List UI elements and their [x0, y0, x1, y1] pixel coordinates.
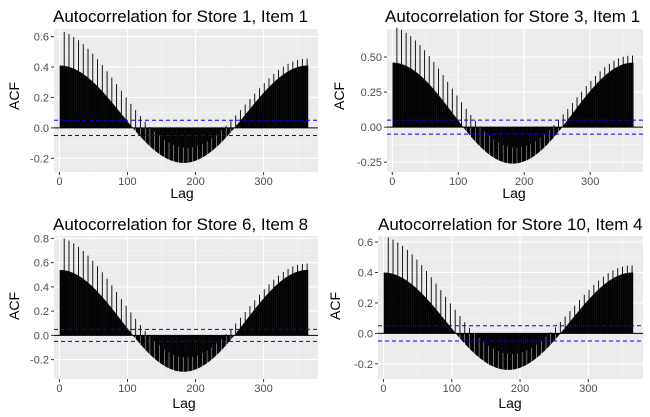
y-tick-label: 0.4	[34, 62, 49, 74]
x-tick-label: 200	[186, 383, 204, 395]
y-tick-label: 0.25	[361, 87, 382, 99]
y-tick-label: 0.8	[34, 233, 49, 245]
plot-area: 0 100 200 300 -0.2 0.0 0.2 0.4 0.6 0.8	[30, 233, 318, 395]
x-tick-label: 100	[118, 383, 136, 395]
y-tick-label: 0.6	[358, 237, 373, 249]
y-tick-label: 0.4	[358, 268, 373, 280]
plot-area: 0 100 200 300 -0.2 0.0 0.2 0.4 0.6	[30, 29, 318, 188]
y-tick-label: -0.25	[357, 157, 382, 169]
chart-title: Autocorrelation for Store 6, Item 8	[53, 215, 308, 234]
x-tick-label: 0	[56, 176, 62, 188]
chart-title: Autocorrelation for Store 3, Item 1	[385, 7, 640, 26]
acf-chart-store-3-item-1: Autocorrelation for Store 3, Item 1 ACF …	[331, 7, 643, 201]
y-axis-title: ACF	[6, 292, 22, 320]
x-tick-label: 300	[579, 383, 597, 395]
x-tick-label: 100	[443, 383, 461, 395]
y-tick-label: 0.6	[34, 258, 49, 270]
x-tick-label: 200	[515, 176, 533, 188]
x-tick-label: 100	[118, 176, 136, 188]
y-axis-title: ACF	[327, 292, 343, 320]
y-tick-label: 0.6	[34, 32, 49, 44]
x-tick-label: 0	[380, 383, 386, 395]
x-tick-label: 200	[511, 383, 529, 395]
chart-title: Autocorrelation for Store 1, Item 1	[53, 7, 308, 26]
y-tick-label: 0.00	[361, 122, 382, 134]
x-axis-title: Lag	[170, 185, 193, 201]
x-tick-label: 300	[581, 176, 599, 188]
x-tick-label: 300	[254, 383, 272, 395]
y-tick-label: 0.4	[34, 282, 49, 294]
x-tick-label: 0	[56, 383, 62, 395]
y-tick-label: 0.50	[361, 52, 382, 64]
x-axis-title: Lag	[502, 185, 525, 201]
y-tick-label: -0.2	[30, 355, 49, 367]
y-tick-label: 0.2	[34, 306, 49, 318]
y-axis-title: ACF	[331, 82, 347, 110]
acf-chart-store-1-item-1: Autocorrelation for Store 1, Item 1 ACF …	[6, 7, 318, 201]
y-tick-label: 0.2	[358, 298, 373, 310]
chart-title: Autocorrelation for Store 10, Item 4	[378, 215, 643, 234]
y-tick-label: 0.2	[34, 92, 49, 104]
x-tick-label: 0	[389, 176, 395, 188]
y-axis-title: ACF	[6, 82, 22, 110]
x-axis-title: Lag	[498, 395, 521, 411]
plot-area: 0 100 200 300 -0.25 0.00 0.25 0.50	[357, 27, 643, 188]
plot-area: 0 100 200 300 -0.2 0.0 0.2 0.4 0.6	[354, 236, 643, 395]
acf-chart-store-6-item-8: Autocorrelation for Store 6, Item 8 ACF …	[6, 215, 318, 411]
x-tick-label: 200	[186, 176, 204, 188]
y-tick-label: 0.0	[34, 123, 49, 135]
y-tick-label: -0.2	[354, 359, 373, 371]
x-tick-label: 300	[254, 176, 272, 188]
acf-chart-store-10-item-4: Autocorrelation for Store 10, Item 4 ACF…	[327, 215, 643, 411]
y-tick-label: 0.0	[34, 330, 49, 342]
y-tick-label: 0.0	[358, 328, 373, 340]
y-tick-label: -0.2	[30, 153, 49, 165]
x-axis-title: Lag	[172, 395, 195, 411]
x-tick-label: 100	[449, 176, 467, 188]
